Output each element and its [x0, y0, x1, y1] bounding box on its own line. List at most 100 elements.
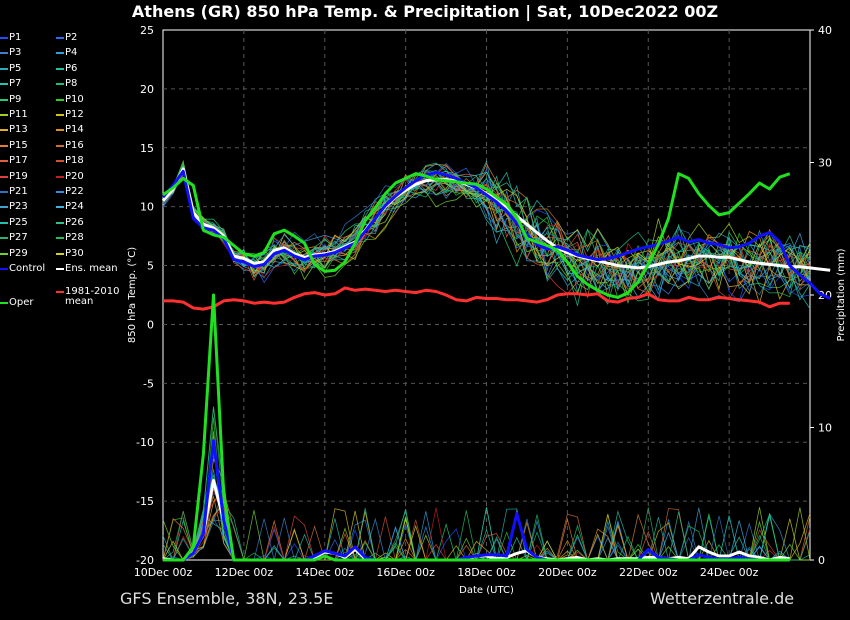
- legend-swatch: [0, 268, 8, 270]
- legend-item: P25: [0, 217, 28, 229]
- legend-item: P11: [0, 110, 28, 121]
- legend-item: P16: [56, 140, 84, 152]
- legend-swatch: [56, 237, 64, 240]
- legend-swatch: [56, 221, 64, 224]
- legend-label: P20: [65, 170, 84, 182]
- x-axis-label: Date (UTC): [459, 585, 514, 596]
- legend-label: P3: [9, 47, 22, 59]
- y-tick-label: -20: [136, 554, 154, 567]
- legend-label: P15: [9, 139, 28, 151]
- legend-swatch: [56, 252, 64, 255]
- legend-item: P28: [56, 233, 84, 244]
- legend-item: P19: [0, 170, 28, 183]
- legend-swatch: [0, 302, 8, 304]
- legend-swatch: [0, 52, 8, 55]
- legend-label: P27: [9, 232, 28, 244]
- legend-label: P7: [9, 78, 22, 90]
- legend-swatch: [0, 221, 8, 224]
- legend-label: P5: [9, 62, 22, 74]
- legend-label: P12: [65, 109, 84, 120]
- legend-label: P17: [9, 155, 28, 167]
- legend-item: Ens. mean: [56, 264, 118, 275]
- x-tick-label: 16Dec 00z: [376, 566, 435, 579]
- legend-item: P9: [0, 93, 22, 106]
- temp-series-control: [161, 169, 831, 300]
- y2-tick-label: 0: [818, 554, 825, 567]
- legend-label: P13: [9, 124, 28, 136]
- temp-series-1981-2010-mean: [163, 286, 790, 311]
- legend-item: P15: [0, 139, 28, 152]
- x-tick-label: 18Dec 00z: [457, 566, 516, 579]
- legend-item: P3: [0, 48, 21, 59]
- x-tick-label: 14Dec 00z: [295, 566, 354, 579]
- legend-item: P8: [56, 79, 77, 90]
- legend-label: P28: [65, 232, 84, 244]
- legend-swatch: [0, 175, 8, 178]
- legend-swatch: [56, 129, 64, 132]
- y2-axis-label: Precipitation (mm): [836, 248, 847, 341]
- legend-item: P10: [56, 93, 84, 106]
- y-axis-label: 850 hPa Temp. (°C): [127, 247, 138, 343]
- legend-label: P19: [9, 170, 28, 182]
- legend-item: P22: [56, 187, 84, 198]
- legend-item: P18: [56, 156, 84, 167]
- legend-label: P11: [9, 109, 28, 120]
- legend-item: P2: [56, 33, 77, 44]
- legend-item: P26: [56, 216, 84, 229]
- legend-item: P13: [0, 125, 28, 136]
- legend-item: P12: [56, 110, 84, 121]
- legend-label: Control: [9, 263, 46, 274]
- legend-swatch: [56, 191, 64, 193]
- legend-item: P23: [0, 202, 28, 213]
- legend-label: P18: [65, 155, 84, 167]
- legend-item: Control: [0, 264, 45, 275]
- legend-label: P26: [65, 216, 84, 228]
- x-tick-label: 20Dec 00z: [538, 566, 597, 579]
- x-tick-label: 22Dec 00z: [619, 566, 678, 579]
- legend-label: P9: [9, 93, 22, 105]
- source-caption: Wetterzentrale.de: [650, 589, 795, 608]
- legend-item: P17: [0, 156, 28, 167]
- legend-swatch: [0, 129, 8, 132]
- legend-swatch: [0, 252, 8, 255]
- member-temp-line: [162, 162, 811, 310]
- y2-tick-label: 30: [818, 157, 832, 170]
- legend-swatch: [56, 114, 64, 116]
- legend-label: P22: [65, 186, 84, 197]
- legend-swatch: [56, 98, 64, 101]
- legend-label: P29: [9, 247, 28, 259]
- legend-label: Ens. mean: [65, 263, 118, 274]
- member-temp-line: [162, 162, 811, 298]
- legend-swatch: [56, 83, 64, 86]
- legend-item: P30: [56, 248, 84, 260]
- legend-swatch: [56, 37, 64, 39]
- member-precip-line: [162, 488, 810, 561]
- chart-title: Athens (GR) 850 hPa Temp. & Precipitatio…: [131, 2, 719, 21]
- temp-series-ens-mean: [161, 167, 831, 272]
- x-tick-label: 24Dec 00z: [700, 566, 759, 579]
- y-tick-label: 0: [147, 318, 154, 331]
- model-caption: GFS Ensemble, 38N, 23.5E: [120, 589, 334, 608]
- legend-swatch: [0, 83, 8, 86]
- legend-swatch: [56, 144, 64, 147]
- legend-label: Oper: [9, 297, 34, 308]
- legend-item: 1981-2010 mean: [56, 287, 120, 307]
- legend-item: Oper: [0, 298, 33, 309]
- legend-swatch: [0, 114, 8, 116]
- legend-item: P14: [56, 125, 84, 136]
- y-tick-label: -10: [136, 436, 154, 449]
- member-precip-line: [162, 469, 810, 561]
- legend-label: P6: [65, 62, 78, 74]
- legend-item: P27: [0, 233, 28, 244]
- legend-swatch: [0, 206, 8, 209]
- legend-label: P8: [65, 78, 78, 90]
- y-tick-label: -15: [136, 495, 154, 508]
- legend-item: P29: [0, 247, 28, 260]
- legend-label: P23: [9, 201, 28, 213]
- temp-series-oper: [162, 172, 791, 299]
- legend-item: P24: [56, 202, 84, 213]
- legend-item: P6: [56, 62, 78, 75]
- legend-label: P10: [65, 93, 84, 105]
- legend-label: P2: [65, 32, 78, 43]
